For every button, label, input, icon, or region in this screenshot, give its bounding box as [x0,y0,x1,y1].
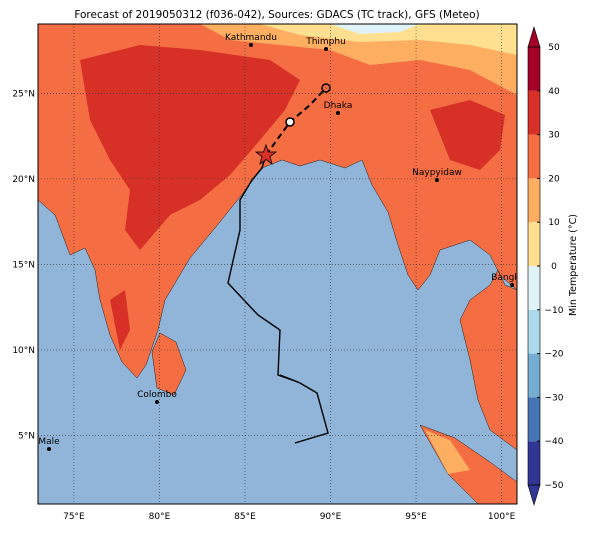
warm-patch [430,100,505,170]
city-marker [510,283,514,287]
colorbar-tick-label: 0 [551,262,557,272]
colorbar-tick-label: 10 [548,218,560,228]
colorbar-extend [527,484,541,507]
colorbar-tick-label: −20 [545,350,564,360]
colorbar-band [528,266,540,310]
lon-tick-label: 90°E [320,512,342,522]
lat-tick-label: 10°N [12,346,35,356]
colorbar-band [528,222,540,266]
city-label: Colombo [137,390,177,400]
lat-tick-label: 20°N [12,175,35,185]
colorbar-tick-label: −50 [545,481,564,491]
city-label: Naypyidaw [412,168,462,178]
colorbar-tick-label: 30 [548,131,560,141]
colorbar-band [528,90,540,135]
lon-tick-label: 100°E [488,512,516,522]
lon-tick-label: 85°E [234,512,256,522]
city-marker [47,447,51,451]
city-label: Kathmandu [225,33,277,43]
colorbar-tick-label: 50 [548,43,560,53]
tc-point [285,117,295,127]
colorbar-band [528,397,540,442]
sri-lanka [151,332,187,396]
colorbar-band [528,134,540,179]
lon-tick-label: 75°E [63,512,85,522]
colorbar-tick-label: −40 [545,437,564,447]
colorbar-band [528,178,540,223]
city-label: Bangko [491,273,525,283]
tc-position-star [254,143,278,166]
cool-patch [260,24,517,55]
map-frame [37,23,518,505]
lon-tick-label: 95°E [405,512,427,522]
colorbar-tick-label: 20 [548,174,560,184]
lat-tick-label: 5°N [18,432,35,442]
warm-patch [110,290,130,350]
tc-point [321,83,331,93]
colorbar-extend [527,25,541,48]
tc-track [227,154,329,444]
cool-patch [330,24,420,34]
city-marker [435,178,439,182]
cool-patch [425,430,470,474]
colorbar: −50 −40 −30 −20 −10 0 10 20 30 40 50 [527,25,564,507]
map: Kathmandu Thimphu Dhaka Naypyidaw Bangko Colo… [38,24,525,504]
city-label: Dhaka [324,101,353,111]
lat-tick-label: 25°N [12,89,35,99]
colorbar-label: Min Temperature (°C) [568,214,579,316]
colorbar-band [528,441,540,485]
colorbar-tick-label: −10 [545,306,564,316]
city-marker [249,43,253,47]
lat-tick-label: 15°N [12,260,35,270]
title: Forecast of 2019050312 (f036-042), Sourc… [74,9,479,21]
city-label: Thimphu [305,37,346,47]
colorbar-tick-label: −30 [545,393,564,403]
colorbar-band [528,353,540,398]
tc-forecast-track [265,87,327,156]
city-marker [155,400,159,404]
city-marker [336,111,340,115]
cities: Kathmandu Thimphu Dhaka Naypyidaw Bangko Colo… [38,33,525,451]
colorbar-tick-label: 40 [548,87,560,97]
lon-tick-label: 80°E [149,512,171,522]
colorbar-band [528,309,540,354]
colorbar-band [528,47,540,91]
city-label: Male [38,437,60,447]
city-marker [324,47,328,51]
